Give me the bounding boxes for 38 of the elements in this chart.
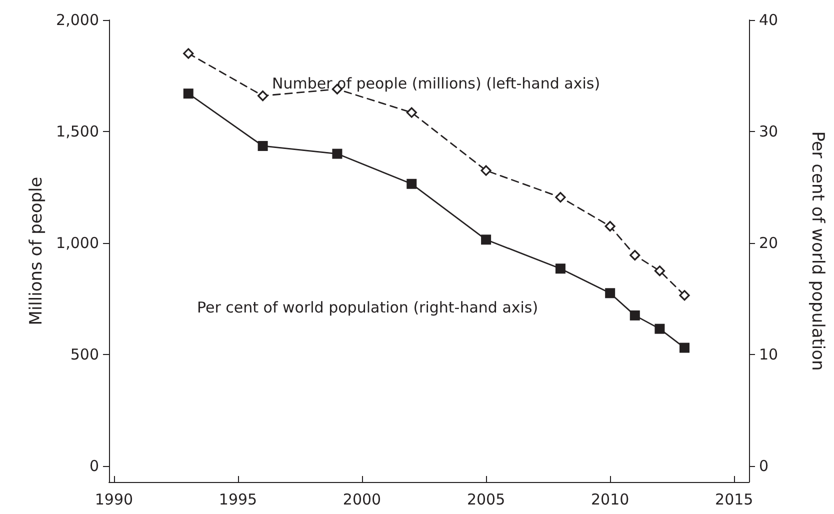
point	[630, 250, 640, 261]
point	[183, 88, 194, 99]
point	[679, 290, 690, 301]
x-tick-label: 1990	[94, 490, 134, 508]
x-tick-label: 2005	[466, 490, 506, 508]
point	[654, 266, 665, 276]
y2-axis-title: Per cent of world population	[808, 131, 828, 371]
x-tick-label: 2010	[590, 490, 630, 508]
y-tick-label: 500	[70, 345, 99, 364]
point	[183, 48, 194, 59]
y2-tick-label: 30	[759, 122, 778, 140]
y-axis-title: Millions of people	[26, 176, 47, 326]
point	[332, 148, 342, 159]
point	[406, 107, 417, 118]
point	[555, 192, 566, 203]
point	[481, 234, 492, 245]
point	[555, 264, 566, 274]
point	[406, 178, 417, 189]
x-tick-label: 1995	[218, 490, 258, 508]
y2-tick-label: 20	[759, 234, 778, 252]
x-tick-label: 2015	[715, 490, 754, 508]
y-tick-label: 0	[89, 456, 99, 475]
y2-tick-label: 40	[759, 11, 778, 29]
y2-tick-label: 10	[759, 345, 778, 364]
point	[605, 288, 616, 298]
x-tick-label: 2000	[342, 490, 382, 508]
point	[480, 165, 492, 176]
y-tick-label: 1,000	[56, 234, 99, 252]
point	[654, 324, 665, 334]
point	[680, 342, 690, 353]
point	[604, 220, 616, 232]
point	[258, 140, 268, 151]
y-tick-label: 2,000	[56, 11, 99, 29]
point	[630, 310, 640, 320]
point	[258, 90, 268, 102]
y2-tick-label: 0	[759, 456, 769, 475]
y-tick-label: 1,500	[56, 122, 99, 140]
text: Per cent of world population (right-hand axis)	[197, 298, 538, 316]
